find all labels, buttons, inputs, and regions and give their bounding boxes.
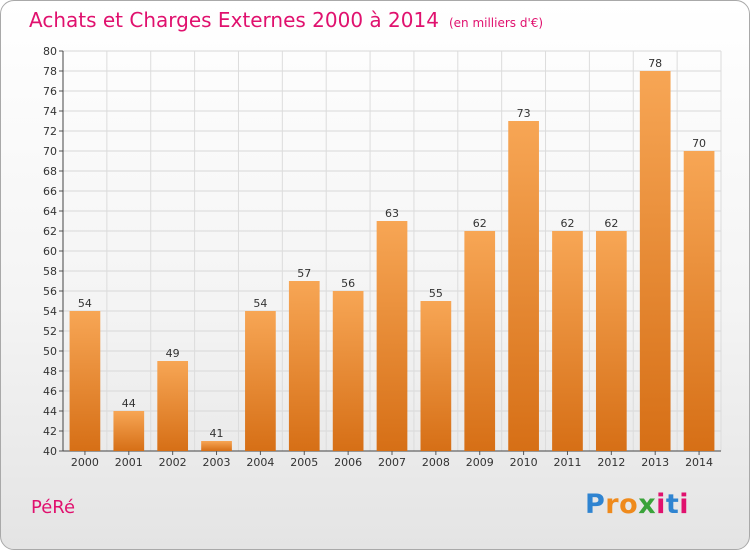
bar-value-label: 73: [517, 107, 531, 120]
y-tick-label: 66: [43, 185, 57, 198]
bar: [245, 311, 276, 451]
y-tick-label: 46: [43, 385, 57, 398]
chart-title-text: Achats et Charges Externes 2000 à 2014: [29, 8, 439, 32]
proxiti-logo[interactable]: Proxiti: [585, 489, 690, 520]
bar: [420, 301, 452, 451]
x-tick-label: 2008: [422, 456, 450, 469]
x-tick-label: 2001: [115, 456, 143, 469]
y-tick-label: 64: [43, 205, 57, 218]
bar-value-label: 44: [122, 397, 136, 410]
bar-value-label: 63: [385, 207, 399, 220]
bar-value-label: 55: [429, 287, 443, 300]
x-tick-label: 2005: [290, 456, 318, 469]
bar-value-label: 54: [253, 297, 267, 310]
x-tick-label: 2012: [597, 456, 625, 469]
x-tick-label: 2004: [246, 456, 274, 469]
y-tick-label: 52: [43, 325, 57, 338]
bar: [508, 121, 539, 451]
x-tick-label: 2000: [71, 456, 99, 469]
bar: [201, 441, 232, 451]
y-tick-label: 44: [43, 405, 57, 418]
y-tick-label: 78: [43, 65, 57, 78]
y-tick-label: 54: [43, 305, 57, 318]
bar-value-label: 70: [692, 137, 706, 150]
bar: [332, 291, 364, 451]
bar: [464, 231, 496, 451]
y-tick-label: 40: [43, 445, 57, 458]
bar: [69, 311, 101, 451]
bar: [552, 231, 583, 451]
x-tick-label: 2013: [641, 456, 669, 469]
y-tick-label: 70: [43, 145, 57, 158]
bar: [288, 281, 320, 451]
bars: [69, 71, 715, 451]
place-name: PéRé: [31, 497, 76, 518]
y-tick-label: 58: [43, 265, 57, 278]
y-tick-label: 42: [43, 425, 57, 438]
bar: [157, 361, 189, 451]
chart-title: Achats et Charges Externes 2000 à 2014 (e…: [29, 8, 543, 32]
bar-value-label: 41: [210, 427, 224, 440]
y-tick-label: 80: [43, 45, 57, 58]
x-tick-label: 2007: [378, 456, 406, 469]
bar: [683, 151, 715, 451]
x-tick-label: 2002: [159, 456, 187, 469]
bar-value-label: 78: [648, 57, 662, 70]
bar: [595, 231, 627, 451]
bar-value-label: 57: [297, 267, 311, 280]
bar-value-label: 62: [560, 217, 574, 230]
value-labels: 54 44 49 41 54 57 56 63 55 62 73 62 62 78 70: [78, 57, 706, 440]
bar: [639, 71, 671, 451]
x-tick-label: 2011: [553, 456, 581, 469]
y-tick-label: 48: [43, 365, 57, 378]
bar: [376, 221, 408, 451]
bar-value-label: 49: [166, 347, 180, 360]
bar-value-label: 62: [604, 217, 618, 230]
y-tick-label: 60: [43, 245, 57, 258]
bar-value-label: 62: [473, 217, 487, 230]
y-tick-label: 62: [43, 225, 57, 238]
y-tick-label: 56: [43, 285, 57, 298]
y-tick-label: 68: [43, 165, 57, 178]
y-tick-label: 72: [43, 125, 57, 138]
x-tick-label: 2006: [334, 456, 362, 469]
x-tick-label: 2009: [466, 456, 494, 469]
y-tick-label: 76: [43, 85, 57, 98]
axes: 40 42 44 46 48 50 52 54 56 58 60 62 64 66 68 70 72 74 76 78…: [43, 45, 721, 469]
bar-value-label: 56: [341, 277, 355, 290]
y-tick-label: 50: [43, 345, 57, 358]
bar-value-label: 54: [78, 297, 92, 310]
x-tick-label: 2010: [510, 456, 538, 469]
x-tick-label: 2003: [203, 456, 231, 469]
chart-unit: (en milliers d'€): [448, 16, 544, 30]
bar: [113, 411, 145, 451]
x-tick-label: 2014: [685, 456, 713, 469]
y-tick-label: 74: [43, 105, 57, 118]
